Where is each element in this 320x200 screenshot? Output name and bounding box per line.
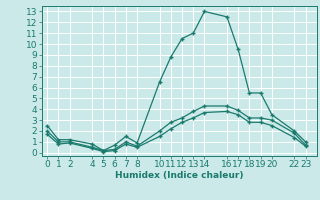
X-axis label: Humidex (Indice chaleur): Humidex (Indice chaleur) (115, 171, 244, 180)
